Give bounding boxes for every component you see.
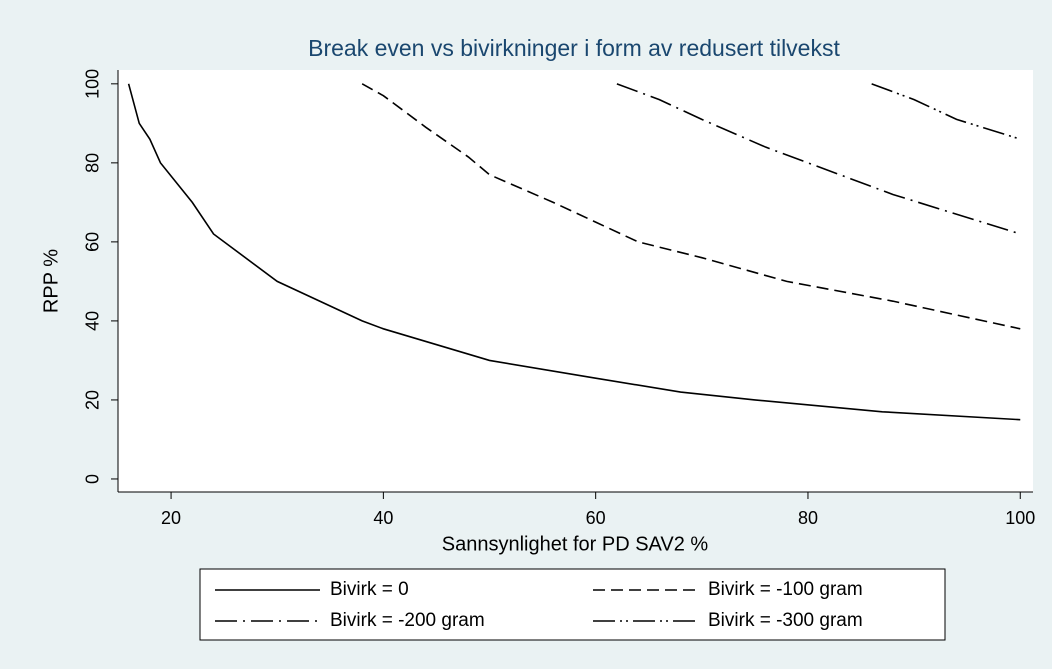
x-tick-label: 20	[161, 508, 181, 528]
line-series	[127, 83, 1021, 421]
plot-area	[118, 70, 1033, 492]
x-tick-label: 100	[1005, 508, 1035, 528]
legend-label: Bivirk = -100 gram	[708, 579, 863, 600]
legend	[199, 568, 946, 641]
y-tick-label: 20	[83, 390, 103, 410]
line-series	[361, 83, 1021, 330]
y-tick-label: 60	[83, 232, 103, 252]
line-series	[616, 83, 1021, 235]
legend-label: Bivirk = 0	[330, 579, 409, 600]
legend-label: Bivirk = -200 gram	[330, 610, 485, 631]
legend-label: Bivirk = -300 gram	[708, 610, 863, 631]
line-series	[871, 83, 1021, 140]
x-axis-label: Sannsynlighet for PD SAV2 %	[442, 533, 709, 555]
y-tick-label: 80	[83, 153, 103, 173]
chart-title: Break even vs bivirkninger i form av red…	[308, 35, 840, 61]
y-axis-label: RPP %	[40, 249, 62, 313]
x-tick-label: 40	[373, 508, 393, 528]
x-tick-label: 80	[798, 508, 818, 528]
x-tick-label: 60	[586, 508, 606, 528]
y-tick-label: 0	[83, 474, 103, 484]
y-tick-label: 40	[83, 311, 103, 331]
y-tick-label: 100	[83, 69, 103, 99]
